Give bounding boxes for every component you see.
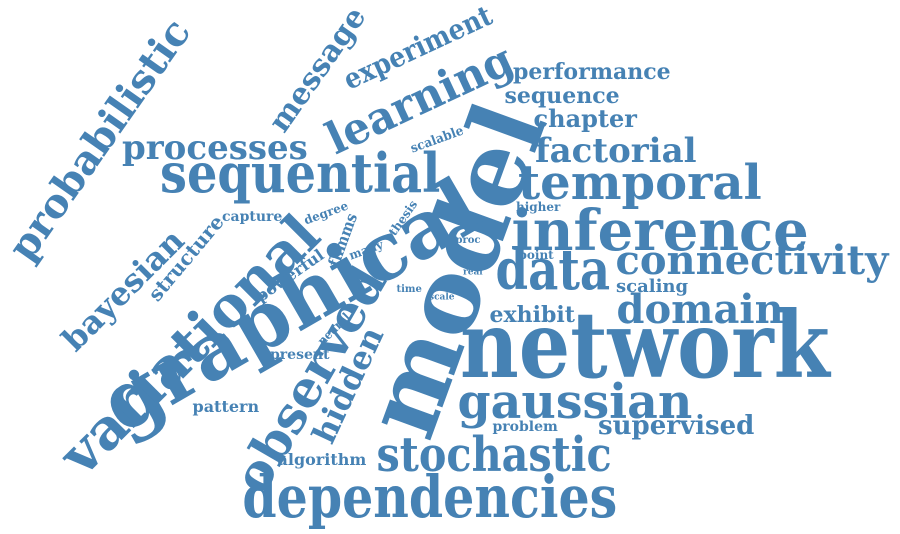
- word-sequential: sequential: [160, 141, 441, 205]
- word-chapter: chapter: [533, 104, 637, 133]
- word-stochastic: stochastic: [376, 427, 612, 483]
- word-pattern: pattern: [192, 397, 260, 416]
- word-present: present: [270, 347, 330, 363]
- word-scaling: scaling: [616, 276, 689, 297]
- word-point: point: [518, 248, 554, 262]
- word-problem: problem: [492, 419, 558, 435]
- word-connectivity: connectivity: [615, 237, 889, 284]
- word-data: data: [495, 237, 611, 303]
- word-algorithm: algorithm: [277, 450, 367, 469]
- word-real: real: [463, 267, 483, 278]
- word-sequence: sequence: [504, 83, 620, 109]
- word-domain: domain: [616, 286, 784, 333]
- word-higher: higher: [516, 200, 561, 214]
- word-capture: capture: [222, 209, 283, 225]
- word-exhibit: exhibit: [489, 302, 575, 328]
- word-dependencies: dependencies: [242, 463, 618, 531]
- word-time: time: [396, 284, 422, 295]
- word-performance: performance: [513, 59, 671, 85]
- word-supervised: supervised: [598, 411, 755, 441]
- word-processes: processes: [122, 128, 308, 168]
- word-network: network: [459, 291, 830, 399]
- word-factorial: factorial: [535, 131, 697, 171]
- word-temporal: temporal: [518, 155, 762, 211]
- word-scale: scale: [429, 292, 455, 303]
- word-inference: inference: [511, 198, 809, 264]
- word-proc: proc: [455, 235, 481, 246]
- word-gaussian: gaussian: [457, 374, 693, 430]
